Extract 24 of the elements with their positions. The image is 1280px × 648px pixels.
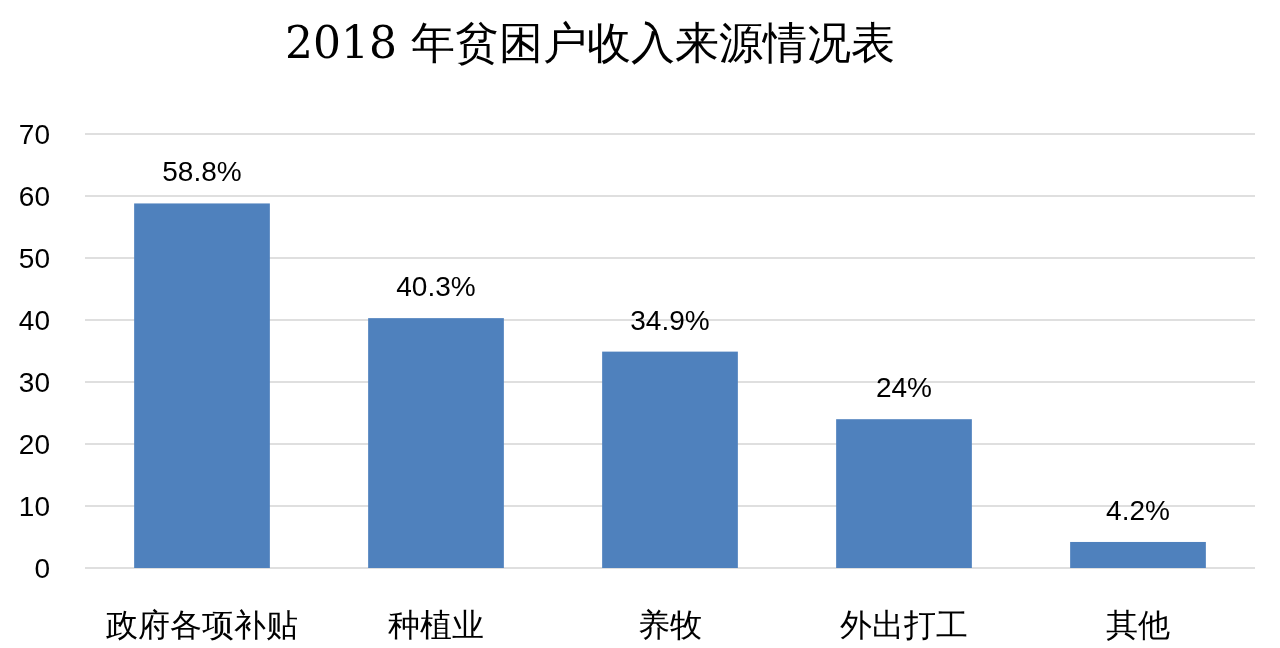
bar [1070, 541, 1206, 568]
data-label: 34.9% [630, 304, 710, 336]
bar [134, 203, 270, 568]
bar [368, 318, 504, 568]
y-tick-label: 30 [18, 367, 50, 398]
y-tick-label: 50 [18, 243, 50, 274]
data-label: 4.2% [1106, 494, 1170, 526]
chart-title: 2018 年贫困户收入来源情况表 [285, 17, 895, 68]
data-label: 40.3% [396, 271, 476, 303]
y-tick-label: 20 [18, 429, 50, 460]
x-tick-label: 养牧 [638, 607, 702, 643]
data-label: 58.8% [162, 156, 242, 188]
y-tick-label: 10 [18, 491, 50, 522]
x-tick-label: 其他 [1106, 607, 1170, 643]
data-label: 24% [875, 372, 933, 404]
x-tick-label: 外出打工 [840, 607, 968, 643]
x-tick-label: 政府各项补贴 [106, 607, 298, 643]
x-tick-label: 种植业 [388, 607, 484, 643]
bar [836, 419, 972, 568]
bar [602, 351, 738, 568]
y-tick-label: 40 [18, 305, 50, 336]
y-tick-label: 60 [18, 181, 50, 212]
y-tick-label: 0 [34, 553, 50, 584]
y-tick-label: 70 [18, 119, 50, 150]
